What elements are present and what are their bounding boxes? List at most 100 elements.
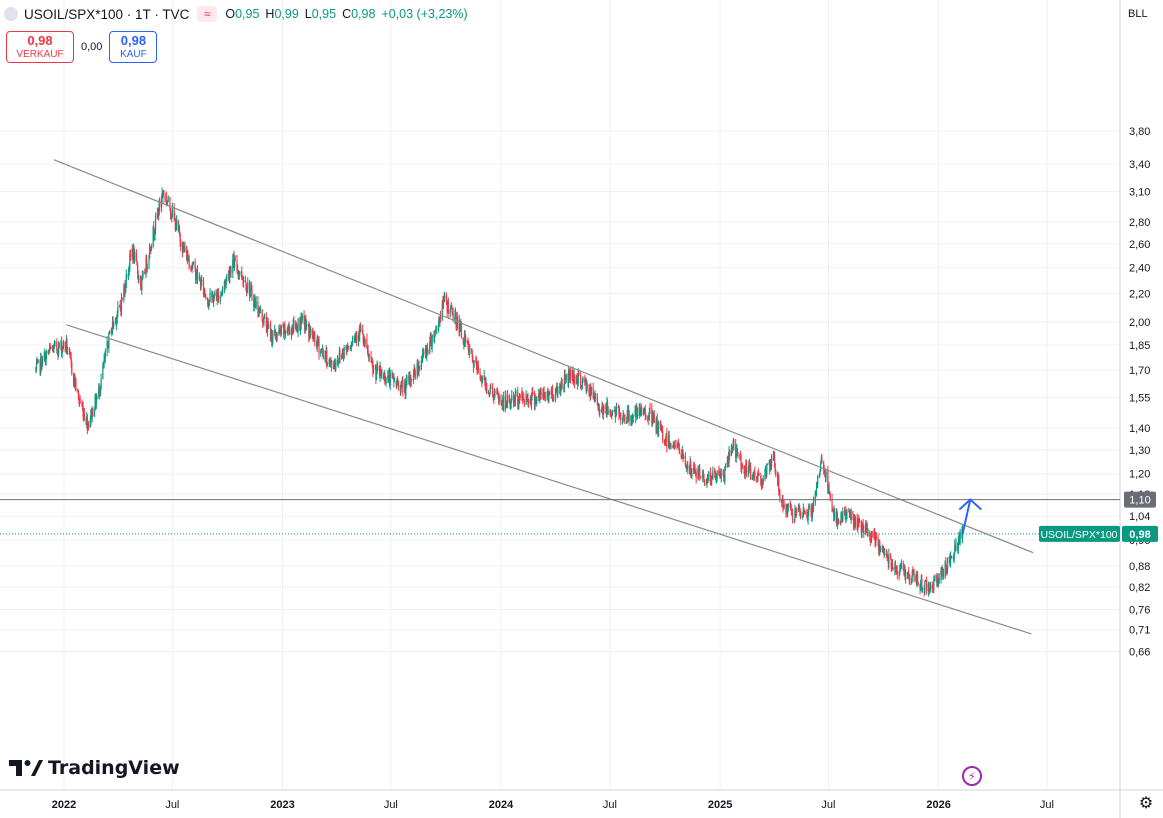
candle-body bbox=[174, 217, 176, 219]
candle-body bbox=[891, 564, 894, 569]
candle-body bbox=[434, 330, 436, 337]
candle-body bbox=[464, 332, 466, 338]
candle-body bbox=[299, 318, 301, 331]
candle-body bbox=[310, 329, 312, 336]
candle-body bbox=[448, 309, 450, 314]
candle-body bbox=[108, 332, 110, 349]
candle-body bbox=[606, 402, 609, 414]
candle-body bbox=[899, 569, 901, 575]
currency-label[interactable]: BLL bbox=[1128, 8, 1148, 20]
tradingview-logo[interactable]: TradingView bbox=[9, 757, 180, 779]
candle-body bbox=[173, 207, 175, 218]
candle-body bbox=[899, 568, 901, 570]
symbol-title[interactable]: USOIL/SPX*100 · 1T · TVC bbox=[24, 6, 190, 22]
candle-body bbox=[406, 380, 408, 381]
candle-body bbox=[192, 264, 194, 268]
candle-body bbox=[764, 469, 767, 474]
candle-body bbox=[841, 512, 843, 517]
candle-body bbox=[582, 378, 584, 382]
candle-body bbox=[942, 568, 944, 570]
candle-body bbox=[796, 511, 798, 513]
ohlc-low-value: 0,95 bbox=[311, 7, 337, 21]
candle-body bbox=[477, 364, 479, 373]
candle-body bbox=[248, 282, 251, 297]
candle-body bbox=[435, 329, 437, 331]
candle-body bbox=[877, 538, 879, 545]
wave-indicator-icon[interactable]: ≈ bbox=[197, 6, 218, 22]
candle-body bbox=[815, 492, 817, 494]
candle-body bbox=[873, 533, 875, 538]
candle-body bbox=[694, 470, 697, 473]
price-tick-label: 1,55 bbox=[1129, 393, 1150, 405]
candle-body bbox=[772, 456, 774, 460]
time-tick-label: Jul bbox=[384, 799, 398, 811]
candle-body bbox=[435, 330, 437, 331]
candle-body bbox=[782, 498, 784, 508]
candle-body bbox=[78, 394, 80, 402]
candle-body bbox=[184, 246, 186, 251]
candle-body bbox=[732, 446, 734, 452]
candle-body bbox=[150, 246, 152, 251]
price-tick-label: 2,80 bbox=[1129, 217, 1150, 229]
price-tick-label: 1,85 bbox=[1129, 340, 1150, 352]
candle-body bbox=[769, 463, 771, 471]
candle-body bbox=[594, 393, 597, 398]
candle-body bbox=[741, 463, 743, 469]
candle-body bbox=[554, 389, 557, 399]
candle-body bbox=[670, 445, 672, 447]
price-tick-label: 0,66 bbox=[1129, 646, 1150, 658]
candle-body bbox=[581, 381, 584, 386]
candle-body bbox=[161, 192, 163, 199]
candle-body bbox=[396, 380, 398, 386]
candle-body bbox=[177, 220, 179, 230]
candle-body bbox=[718, 470, 720, 476]
candle-body bbox=[703, 474, 705, 481]
candle-body bbox=[729, 450, 731, 456]
candle-body bbox=[351, 343, 353, 346]
candle-body bbox=[108, 330, 111, 333]
ohlc-high-value: 0,99 bbox=[274, 7, 299, 21]
candle-body bbox=[724, 467, 727, 469]
candle-body bbox=[527, 401, 530, 404]
candle-body bbox=[169, 196, 171, 209]
sell-button[interactable]: 0,98 VERKAUF bbox=[6, 31, 74, 63]
candle-body bbox=[257, 301, 259, 315]
candle-body bbox=[821, 458, 823, 463]
candle-body bbox=[187, 253, 189, 261]
flash-icon[interactable]: ⚡ bbox=[962, 766, 982, 786]
spread-value: 0,00 bbox=[81, 41, 103, 53]
candle-body bbox=[602, 407, 604, 416]
candle-body bbox=[471, 352, 473, 359]
candle-body bbox=[946, 558, 949, 571]
candle-body bbox=[41, 366, 43, 370]
candle-body bbox=[911, 578, 913, 584]
price-tick-label: 1,30 bbox=[1129, 445, 1150, 457]
candle-body bbox=[592, 387, 594, 399]
candle-body bbox=[861, 524, 863, 535]
candle-body bbox=[376, 365, 378, 373]
candle-body bbox=[465, 337, 467, 343]
candle-body bbox=[220, 293, 223, 296]
candle-body bbox=[209, 292, 211, 301]
candle-body bbox=[452, 313, 454, 320]
candle-body bbox=[380, 375, 382, 376]
buy-button[interactable]: 0,98 KAUF bbox=[109, 31, 158, 63]
time-tick-label: 2023 bbox=[270, 799, 294, 811]
candle-body bbox=[305, 320, 307, 328]
candle-body bbox=[681, 455, 683, 457]
candle-body bbox=[791, 514, 794, 520]
candle-body bbox=[188, 259, 190, 268]
candle-body bbox=[669, 444, 671, 448]
candle-body bbox=[961, 530, 964, 538]
candle-body bbox=[350, 346, 352, 349]
candle-body bbox=[842, 510, 844, 521]
candle-body bbox=[808, 505, 810, 507]
candle-body bbox=[77, 390, 79, 395]
price-tick-label: 0,88 bbox=[1129, 561, 1150, 573]
candle-body bbox=[433, 336, 436, 339]
candle-body bbox=[682, 455, 685, 458]
settings-gear-icon[interactable]: ⚙ bbox=[1138, 795, 1154, 812]
candle-body bbox=[553, 398, 555, 400]
